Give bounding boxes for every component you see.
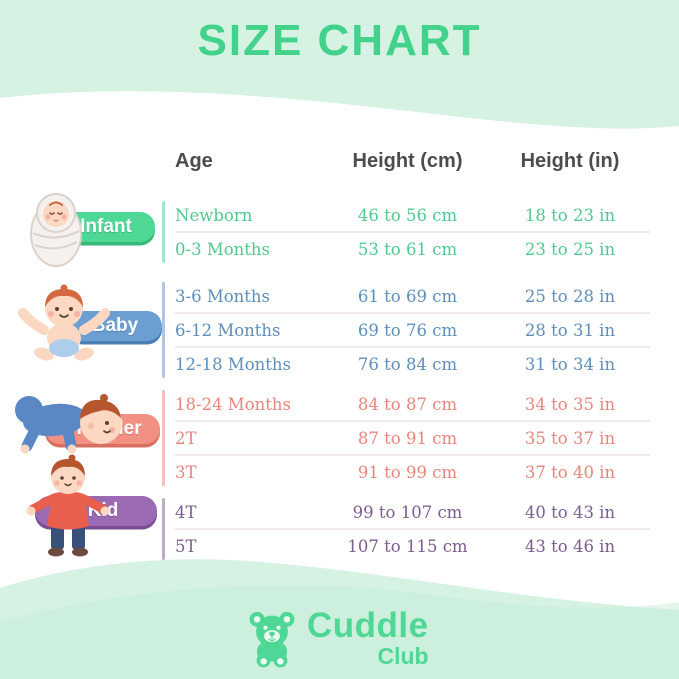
section-divider xyxy=(162,390,165,486)
teddy-bear-icon xyxy=(249,611,295,668)
bottom-wave-background xyxy=(0,559,679,679)
age-cell: 2T xyxy=(175,428,197,448)
infant-illustration xyxy=(30,193,82,267)
toddler-illustration xyxy=(15,394,122,454)
column-header-age: Age xyxy=(175,150,213,172)
brand-name-top: Cuddle xyxy=(307,606,429,645)
height-cm-cell: 91 to 99 cm xyxy=(357,462,458,482)
section-infant: Newborn 46 to 56 cm 18 to 23 in 0-3 Mont… xyxy=(162,199,650,265)
height-in-cell: 35 to 37 in xyxy=(524,428,616,448)
height-cm-cell: 46 to 56 cm xyxy=(357,205,458,225)
height-in-cell: 34 to 35 in xyxy=(524,394,616,414)
age-cell: 0-3 Months xyxy=(175,239,270,259)
table-row: 4T 99 to 107 cm 40 to 43 in xyxy=(175,496,650,528)
height-in-cell: 43 to 46 in xyxy=(524,536,616,556)
section-divider xyxy=(162,498,165,560)
height-cm-cell: 69 to 76 cm xyxy=(357,320,458,340)
column-header-height-in: Height (in) xyxy=(520,150,620,172)
section-divider xyxy=(162,282,165,378)
height-in-cell: 37 to 40 in xyxy=(524,462,616,482)
table-row: 5T 107 to 115 cm 43 to 46 in xyxy=(175,528,650,562)
height-cm-cell: 53 to 61 cm xyxy=(357,239,458,259)
section-toddler: 18-24 Months 84 to 87 cm 34 to 35 in 2T … xyxy=(162,388,650,488)
table-header-row: Age Height (cm) Height (in) xyxy=(175,150,650,173)
section-baby: 3-6 Months 61 to 69 cm 25 to 28 in 6-12 … xyxy=(162,280,650,380)
top-wave-background xyxy=(0,0,679,129)
age-cell: 6-12 Months xyxy=(175,320,281,340)
table-row: 3T 91 to 99 cm 37 to 40 in xyxy=(175,454,650,488)
table-row: 12-18 Months 76 to 84 cm 31 to 34 in xyxy=(175,346,650,380)
age-cell: 18-24 Months xyxy=(175,394,291,414)
height-cm-cell: 61 to 69 cm xyxy=(357,286,458,306)
height-in-cell: 18 to 23 in xyxy=(524,205,616,225)
height-in-cell: 23 to 25 in xyxy=(524,239,616,259)
brand-logo: Cuddle Club xyxy=(244,608,429,668)
section-divider xyxy=(162,201,165,263)
height-in-cell: 28 to 31 in xyxy=(524,320,616,340)
brand-name-bottom: Club xyxy=(377,643,429,669)
brand-wordmark: Cuddle Club xyxy=(307,606,429,669)
age-cell: 4T xyxy=(175,502,197,522)
table-row: 0-3 Months 53 to 61 cm 23 to 25 in xyxy=(175,231,650,265)
height-in-cell: 40 to 43 in xyxy=(524,502,616,522)
age-cell: 12-18 Months xyxy=(175,354,291,374)
height-cm-cell: 99 to 107 cm xyxy=(352,502,463,522)
height-cm-cell: 87 to 91 cm xyxy=(357,428,458,448)
table-row: 6-12 Months 69 to 76 cm 28 to 31 in xyxy=(175,312,650,346)
baby-illustration xyxy=(18,284,110,361)
age-cell: 3-6 Months xyxy=(175,286,270,306)
height-in-cell: 31 to 34 in xyxy=(524,354,616,374)
height-in-cell: 25 to 28 in xyxy=(524,286,616,306)
height-cm-cell: 107 to 115 cm xyxy=(347,536,468,556)
section-kid: 4T 99 to 107 cm 40 to 43 in 5T 107 to 11… xyxy=(162,496,650,562)
height-cm-cell: 84 to 87 cm xyxy=(357,394,458,414)
table-row: 3-6 Months 61 to 69 cm 25 to 28 in xyxy=(175,280,650,312)
kid-illustration xyxy=(26,454,110,557)
table-row: 2T 87 to 91 cm 35 to 37 in xyxy=(175,420,650,454)
table-row: 18-24 Months 84 to 87 cm 34 to 35 in xyxy=(175,388,650,420)
page-title: SIZE CHART xyxy=(197,16,482,65)
age-cell: 3T xyxy=(175,462,197,482)
height-cm-cell: 76 to 84 cm xyxy=(357,354,458,374)
age-cell: Newborn xyxy=(175,205,253,225)
size-table: Newborn 46 to 56 cm 18 to 23 in 0-3 Mont… xyxy=(162,199,650,562)
age-cell: 5T xyxy=(175,536,197,556)
column-header-height-cm: Height (cm) xyxy=(352,150,463,172)
table-row: Newborn 46 to 56 cm 18 to 23 in xyxy=(175,199,650,231)
